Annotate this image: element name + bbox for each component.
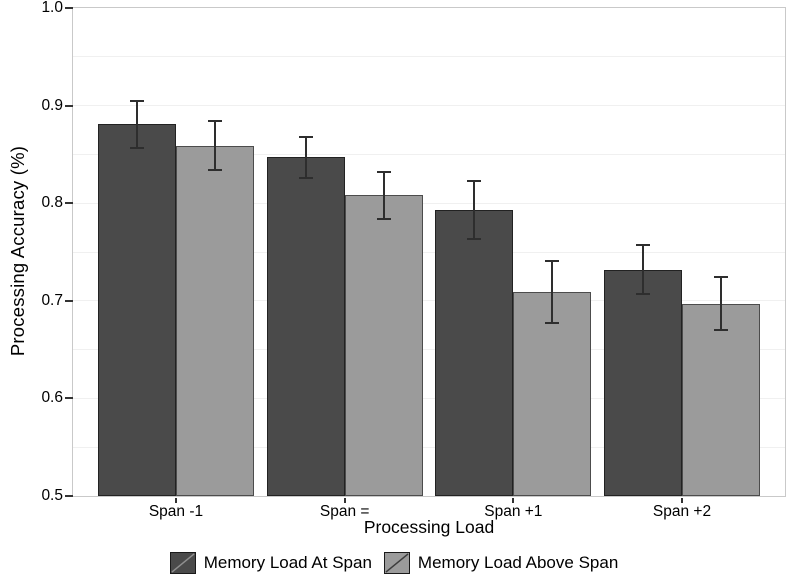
y-axis-tick — [65, 397, 73, 400]
y-axis-tick — [65, 299, 73, 302]
diagonal-hatch-icon — [385, 553, 409, 573]
legend-label-at-span: Memory Load At Span — [203, 553, 372, 572]
x-axis-tick — [512, 498, 515, 503]
x-axis-tick-label: Span -1 — [148, 503, 204, 520]
gridline — [73, 251, 785, 253]
x-axis-tick-label: Span +2 — [652, 503, 712, 520]
legend-swatch-at-span — [169, 552, 196, 574]
y-axis-tick-label: 0.9 — [41, 96, 63, 114]
x-axis-tick — [343, 498, 346, 503]
diagonal-hatch-icon — [171, 553, 195, 573]
y-axis-tick — [65, 202, 73, 205]
legend-item-above-span: Memory Load Above Span — [383, 552, 619, 574]
error-bar — [376, 170, 391, 220]
y-axis-title: Processing Accuracy (%) — [7, 145, 28, 357]
x-axis-tick — [681, 498, 683, 503]
error-bar — [467, 179, 482, 241]
error-bar — [636, 244, 650, 295]
bar-memory-load-above-span — [176, 145, 254, 496]
error-bar — [298, 135, 313, 179]
x-axis-title: Processing Load — [363, 517, 495, 537]
gridline — [73, 397, 785, 399]
y-axis-tick-label: 0.8 — [41, 194, 63, 212]
bar-memory-load-at-span — [435, 210, 514, 496]
y-axis-tick-label: 0.5 — [41, 487, 63, 504]
y-axis-tick — [65, 495, 73, 497]
y-axis-tick — [65, 7, 73, 9]
bar-memory-load-at-span — [98, 124, 176, 496]
error-bar — [130, 99, 144, 149]
error-bar — [545, 259, 560, 325]
gridline — [73, 153, 785, 155]
y-axis-tick-label: 1.0 — [41, 0, 63, 16]
error-bar — [714, 276, 728, 332]
y-axis-tick — [65, 104, 73, 107]
x-axis-tick-label: Span = — [319, 503, 370, 520]
gridline — [73, 446, 785, 448]
bar-memory-load-at-span — [266, 157, 345, 496]
gridline — [73, 56, 785, 58]
x-axis-tick-label: Span +1 — [484, 503, 543, 520]
plot-panel: 1.0 0.9 0.8 0.7 0.6 0.5 Span -1 Span = Span +1 Sp… — [41, 0, 786, 536]
bar-memory-load-above-span — [344, 195, 423, 496]
bar-memory-load-above-span — [682, 303, 760, 496]
error-bar — [208, 120, 222, 171]
legend-label-above-span: Memory Load Above Span — [417, 553, 619, 572]
y-axis-tick-label: 0.6 — [41, 389, 63, 407]
bar-memory-load-at-span — [604, 269, 682, 496]
gridline — [73, 300, 785, 302]
legend-item-at-span: Memory Load At Span — [169, 552, 372, 574]
x-axis-tick — [175, 498, 177, 503]
legend: Memory Load At Span Memory Load Above Sp… — [0, 548, 788, 577]
gridline — [73, 202, 785, 204]
gridline — [73, 105, 785, 107]
y-axis-tick-label: 0.7 — [41, 291, 63, 309]
gridline — [73, 349, 785, 351]
bar-memory-load-above-span — [513, 292, 592, 496]
legend-swatch-above-span — [383, 552, 410, 574]
